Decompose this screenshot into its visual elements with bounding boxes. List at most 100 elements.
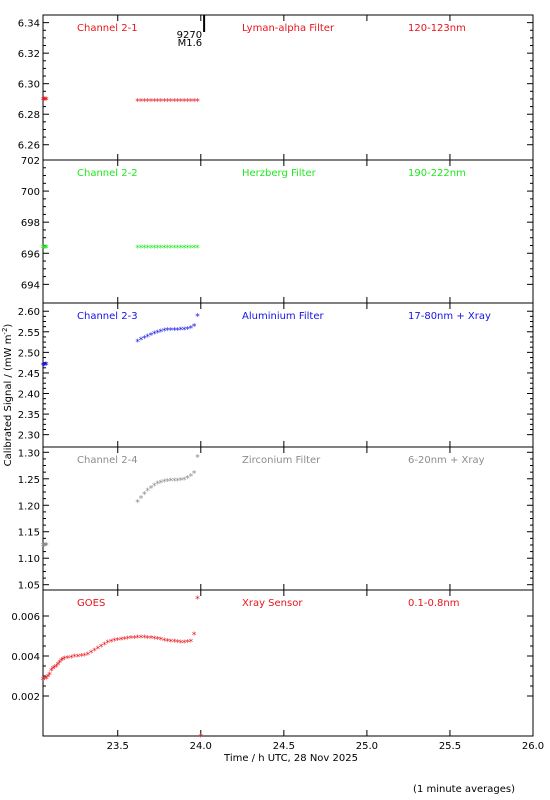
data-point: * (175, 639, 180, 649)
data-point: * (42, 96, 47, 106)
x-tick-label: 23.5 (107, 741, 129, 752)
data-point: * (59, 657, 64, 667)
y-tick-label: 696 (21, 249, 40, 260)
data-point: * (135, 97, 140, 107)
panel-2: 694 696 698 700 702 Channel 2-2 Herzberg Filte… (21, 156, 534, 304)
data-point: * (155, 635, 160, 645)
data-point: * (195, 595, 200, 605)
x-tick-label: 24.5 (273, 741, 295, 752)
data-point: * (44, 541, 49, 551)
data-point: * (57, 659, 62, 669)
data-point: * (195, 454, 200, 464)
y-tick-label: 698 (21, 218, 40, 229)
panel-frame (42, 14, 534, 161)
data-point: * (142, 634, 147, 644)
panel-3: 2.30 2.35 2.40 2.45 2.50 2.55 2.60 Channel 2-3 A… (18, 302, 534, 448)
y-tick-label: 2.45 (18, 369, 40, 380)
data-point: * (139, 336, 144, 346)
data-point: * (42, 675, 47, 685)
data-point: * (195, 312, 200, 322)
data-point: * (169, 477, 174, 487)
data-point: * (52, 664, 57, 674)
data-point: * (44, 96, 49, 106)
data-point: * (179, 639, 184, 649)
data-point: * (185, 639, 190, 649)
panel-band-label: 6-20nm + Xray (408, 455, 485, 466)
panels-layer: 6.26 6.28 6.30 6.32 6.34 Channel 2-1 Lyman-alp… (11, 14, 534, 743)
y-tick-label: 6.32 (18, 49, 40, 60)
data-point: * (182, 97, 187, 107)
data-point: * (129, 635, 134, 645)
data-point: * (43, 96, 48, 106)
panel-band-label: 0.1-0.8nm (408, 598, 460, 609)
data-point: * (102, 641, 107, 651)
data-point: * (41, 96, 46, 106)
data-point: * (139, 494, 144, 504)
panel-frame (42, 159, 534, 304)
panel-frame (42, 302, 534, 448)
data-point: * (162, 327, 167, 337)
y-tick-label: 702 (21, 156, 40, 167)
data-point: * (135, 499, 140, 509)
y-tick-label: 2.30 (18, 431, 40, 442)
data-point: * (139, 244, 144, 254)
panel-frame (42, 589, 534, 737)
y-tick-label: 6.34 (18, 19, 40, 30)
x-tick-label: 26.0 (522, 741, 544, 752)
x-axis-label: Time / h UTC, 28 Nov 2025 (223, 753, 358, 764)
data-point: * (189, 638, 194, 648)
panel-1: 6.26 6.28 6.30 6.32 6.34 Channel 2-1 Lyman-alp… (18, 14, 534, 161)
data-point: * (195, 244, 200, 254)
flare-class-label: M1.6 (178, 38, 203, 49)
data-point: * (145, 97, 150, 107)
data-point: * (152, 244, 157, 254)
data-point: * (145, 634, 150, 644)
data-point: * (139, 97, 144, 107)
data-point: * (179, 476, 184, 486)
data-point: * (145, 333, 150, 343)
data-point: * (182, 326, 187, 336)
y-tick-label: 0.006 (11, 612, 40, 623)
data-point: * (149, 97, 154, 107)
y-axis-label: Calibrated Signal / (mW m-2) (1, 324, 14, 467)
y-tick-label: 1.10 (18, 554, 40, 565)
data-point: * (189, 244, 194, 254)
data-point: * (42, 542, 47, 552)
panel-filter-label: Herzberg Filter (242, 168, 317, 179)
panel-channel-label: Channel 2-3 (77, 311, 138, 322)
data-point: * (72, 653, 77, 663)
data-point: * (175, 477, 180, 487)
data-point: * (152, 97, 157, 107)
data-point: * (189, 97, 194, 107)
panel-band-label: 190-222nm (408, 168, 466, 179)
data-point: * (135, 244, 140, 254)
data-point: * (162, 97, 167, 107)
data-point: * (142, 335, 147, 345)
data-point: * (106, 639, 111, 649)
data-point: * (179, 244, 184, 254)
data-point: * (159, 97, 164, 107)
y-tick-label: 1.05 (18, 581, 40, 592)
data-point: * (145, 487, 150, 497)
data-point: * (61, 656, 66, 666)
y-axis-label-close: ) (3, 324, 14, 328)
data-point: * (62, 655, 67, 665)
data-point: * (155, 480, 160, 490)
data-point: * (182, 244, 187, 254)
data-point: * (165, 97, 170, 107)
data-point: * (185, 244, 190, 254)
data-point: * (149, 244, 154, 254)
y-tick-label: 694 (21, 280, 40, 291)
data-point: * (189, 473, 194, 483)
data-point: * (152, 635, 157, 645)
panel-4: 1.05 1.10 1.15 1.20 1.25 1.30 Channel 2-4 Zirco… (18, 446, 534, 592)
data-point: * (92, 647, 97, 657)
data-point: * (41, 542, 46, 552)
data-point: * (162, 637, 167, 647)
data-point: * (82, 652, 87, 662)
x-axis: 23.5 24.0 24.5 25.0 25.5 26.0 (107, 741, 545, 752)
y-tick-label: 0.002 (11, 692, 40, 703)
data-point: * (122, 636, 127, 646)
data-point: * (42, 96, 47, 106)
data-point: * (175, 326, 180, 336)
